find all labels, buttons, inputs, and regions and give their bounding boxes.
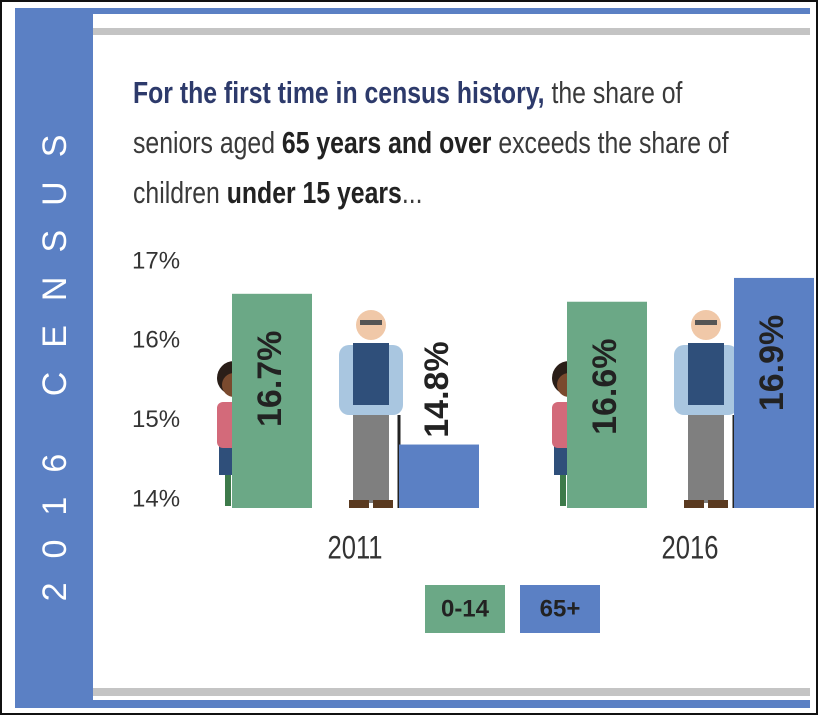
legend-label: 65+ (540, 595, 581, 622)
title-line: seniors aged 65 years and over exceeds t… (133, 118, 729, 168)
title-line: For the first time in census history, th… (133, 68, 729, 118)
infographic: 2016 CENSUS 14% 15% 16% 17% 2011 16.7% 14.8% 20… (0, 0, 818, 715)
title-part: children (133, 175, 227, 210)
legend-label: 0-14 (441, 595, 490, 622)
senior-figure (674, 310, 738, 508)
senior-figure (339, 310, 403, 508)
shoe (708, 500, 728, 508)
shoe (684, 500, 704, 508)
glasses (360, 320, 382, 325)
title-part: For the first time in census history, (133, 75, 545, 110)
top-band (93, 8, 810, 14)
y-tick-label: 16% (132, 327, 180, 354)
value-label: 16.7% (251, 331, 289, 427)
vest (353, 343, 389, 405)
y-tick-label: 15% (132, 406, 180, 433)
bar (399, 445, 479, 508)
leg (560, 470, 566, 506)
title-part: 65 years and over (282, 125, 492, 160)
vest (688, 343, 724, 405)
title: For the first time in census history, th… (133, 68, 729, 218)
glasses (695, 320, 717, 325)
value-label: 16.6% (586, 339, 624, 435)
leg (225, 470, 231, 506)
y-tick-label: 14% (132, 485, 180, 512)
shoe (373, 500, 393, 508)
title-part: exceeds the share of (491, 125, 728, 160)
legs (688, 405, 724, 503)
sidebar-text: 2016 CENSUS (36, 111, 74, 602)
title-part: ... (402, 175, 423, 210)
title-line: children under 15 years... (133, 168, 729, 218)
shoe (349, 500, 369, 508)
x-tick-label: 2011 (327, 531, 382, 566)
bottom-strip (93, 688, 810, 696)
value-label: 14.8% (418, 341, 456, 437)
title-part: under 15 years (227, 175, 402, 210)
title-part: the share of (545, 75, 683, 110)
value-label: 16.9% (753, 315, 791, 411)
y-tick-label: 17% (132, 247, 180, 274)
title-part: seniors aged (133, 125, 282, 160)
legs (353, 405, 389, 503)
top-strip (93, 28, 810, 35)
x-tick-label: 2016 (662, 531, 719, 566)
bottom-band (93, 700, 810, 708)
